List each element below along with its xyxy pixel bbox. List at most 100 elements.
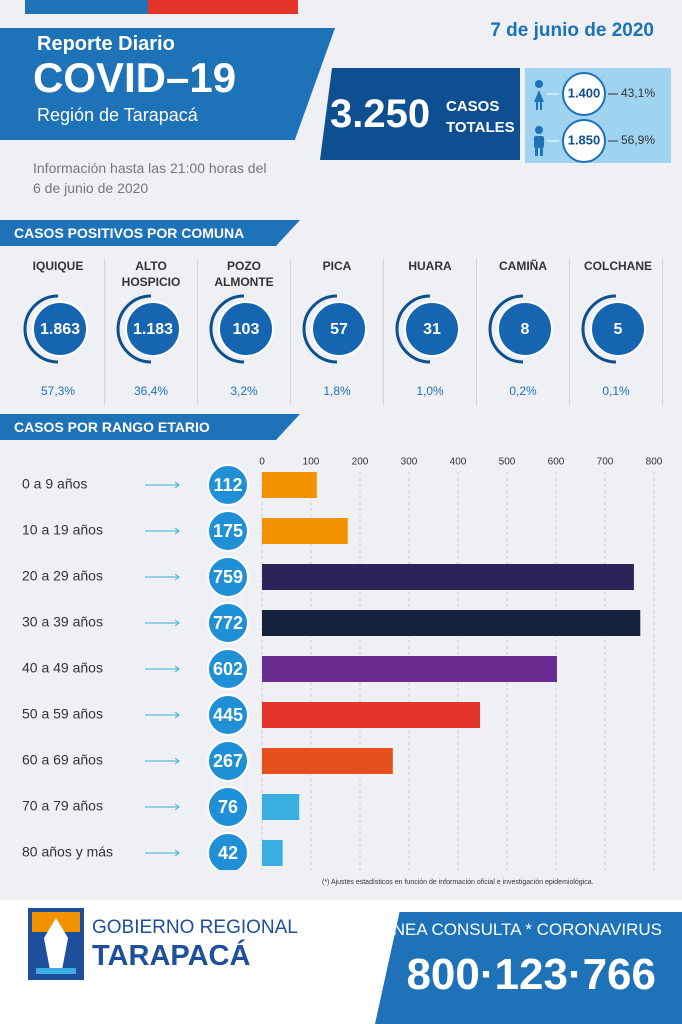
x-tick-label: 600 [548, 457, 565, 468]
value-label: 772 [213, 613, 243, 633]
bar [262, 748, 393, 774]
bar [262, 518, 348, 544]
category-label: 20 a 29 años [22, 568, 103, 584]
date: 7 de junio de 2020 [490, 20, 654, 41]
bar [262, 840, 283, 866]
commune-percent: 1,8% [323, 384, 351, 398]
value-circle [207, 832, 249, 870]
female-value: 1.400 [568, 85, 601, 100]
hotline-panel [375, 912, 682, 1024]
commune-circle: 31 [395, 294, 460, 364]
stripe-blue [25, 0, 148, 14]
commune-name: POZO ALMONTE [214, 259, 274, 289]
logo [28, 908, 84, 980]
x-tick-label: 100 [303, 457, 320, 468]
circle [590, 301, 646, 357]
total-value: 3.250 [330, 92, 431, 136]
age-chart: 0 100 200 300 400 500 600 700 800 0 a 9 años 112 10… [22, 457, 663, 870]
arrow [145, 803, 180, 811]
value-label: 42 [218, 843, 238, 863]
commune-name: CAMIÑA [499, 259, 547, 273]
arrow [145, 757, 180, 765]
value-label: 76 [218, 797, 238, 817]
arrow [145, 849, 180, 857]
arrow [145, 481, 180, 489]
org-top: GOBIERNO REGIONAL [92, 917, 298, 938]
value-circle [207, 510, 249, 552]
bar [262, 702, 481, 728]
x-tick-label: 700 [597, 457, 614, 468]
org-bottom: TARAPACÁ [92, 940, 251, 972]
commune-circle: 57 [302, 294, 367, 364]
title: Reporte Diario [37, 33, 175, 55]
commune-percent: 0,2% [509, 384, 537, 398]
hotline: 800·123·766 [406, 950, 656, 999]
category-label: 50 a 59 años [22, 706, 103, 722]
category-label: 0 a 9 años [22, 476, 87, 492]
commune-value: 8 [521, 321, 530, 338]
circle [311, 301, 367, 357]
stripe-red [148, 0, 298, 14]
circle [125, 301, 181, 357]
commune: CAMIÑA 8 0,2% [477, 258, 570, 406]
commune-circle: 8 [488, 294, 553, 364]
value-label: 175 [213, 521, 243, 541]
value-label: 602 [213, 659, 243, 679]
commune-percent: 36,4% [133, 384, 169, 398]
headline: COVID–19 [33, 54, 237, 101]
value-circle [207, 740, 249, 782]
header-panel [0, 28, 335, 140]
ring [488, 294, 524, 364]
section-header: CASOS POR RANGO ETARIO [0, 414, 300, 440]
arrow [145, 527, 180, 535]
arrow [145, 711, 180, 719]
ring [395, 294, 431, 364]
category-label: 40 a 49 años [22, 660, 103, 676]
commune-value: 1.863 [40, 321, 80, 338]
commune: HUARA 31 1,0% [384, 258, 477, 406]
category-label: 30 a 39 años [22, 614, 103, 630]
commune: POZO ALMONTE 103 3,2% [198, 258, 291, 406]
commune: COLCHANE 5 0,1% [570, 258, 663, 406]
section-header: CASOS POSITIVOS POR COMUNA [0, 220, 300, 246]
commune-name: IQUIQUE [32, 259, 84, 273]
commune-value: 103 [233, 321, 260, 338]
value-circle [207, 556, 249, 598]
arrow [145, 573, 180, 581]
value-circle [207, 648, 249, 690]
commune-name: COLCHANE [584, 259, 652, 273]
category-label: 70 a 79 años [22, 798, 103, 814]
commune-percent: 57,3% [40, 384, 76, 398]
commune-name: ALTO HOSPICIO [121, 259, 181, 289]
male-percent: 56,9% [621, 133, 655, 147]
total-label: CASOS TOTALES [446, 98, 515, 136]
bar [262, 472, 317, 498]
totals-box [320, 68, 520, 160]
commune-value: 1.183 [133, 321, 173, 338]
x-tick-label: 800 [646, 457, 663, 468]
commune-circle: 1.863 [23, 294, 88, 364]
circle [32, 301, 88, 357]
ring [209, 294, 245, 364]
value-label: 445 [213, 705, 243, 725]
region: Región de Tarapacá [37, 105, 198, 125]
commune-value: 5 [614, 321, 623, 338]
x-tick-label: 200 [352, 457, 369, 468]
category-label: 10 a 19 años [22, 522, 103, 538]
x-tick-label: 400 [450, 457, 467, 468]
x-tick-label: 300 [401, 457, 418, 468]
gender-icons: 1.400 1.850 43,1% 56,9% [534, 72, 655, 163]
hotline-label: LÍNEA CONSULTA * CORONAVIRUS [378, 920, 662, 939]
category-label: 60 a 69 años [22, 752, 103, 768]
female-percent: 43,1% [621, 86, 655, 100]
bar [262, 564, 634, 590]
commune-percent: 1,0% [416, 384, 444, 398]
commune-percent: 3,2% [230, 384, 258, 398]
commune-circle: 1.183 [116, 294, 181, 364]
ring [302, 294, 338, 364]
commune-circle: 103 [209, 294, 274, 364]
commune: IQUIQUE 1.863 57,3% [12, 258, 105, 406]
commune-name: PICA [322, 259, 352, 273]
commune-percent: 0,1% [602, 384, 630, 398]
